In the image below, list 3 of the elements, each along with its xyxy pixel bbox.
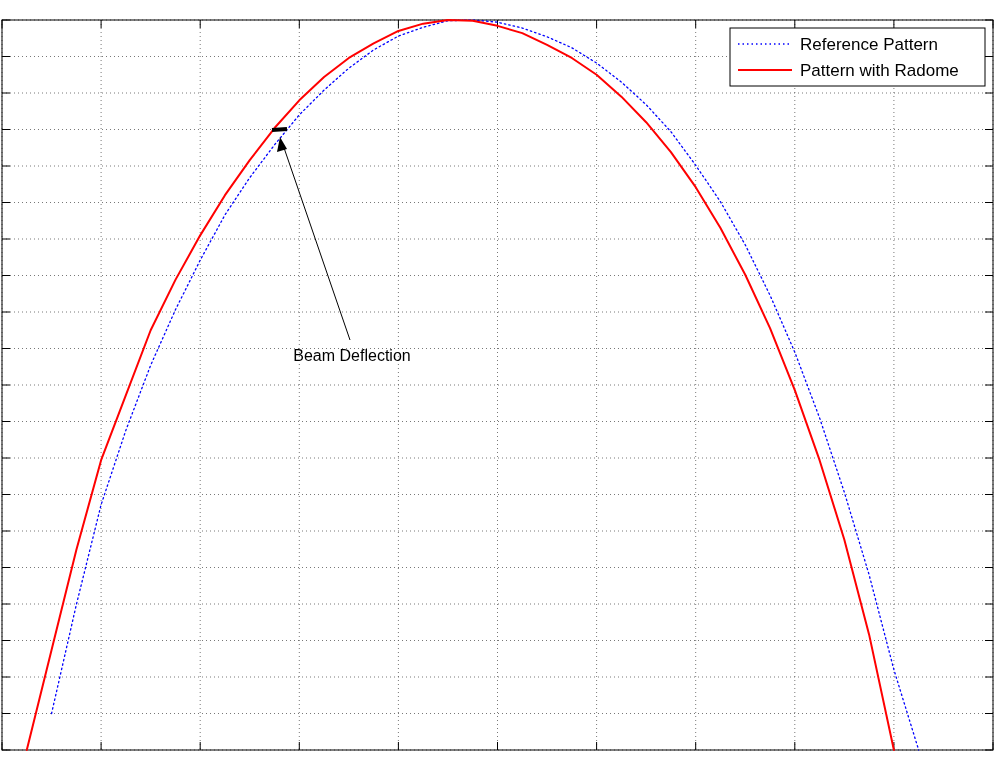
legend-label: Reference Pattern	[800, 35, 938, 54]
legend-label: Pattern with Radome	[800, 61, 959, 80]
annotation: Beam Deflection	[293, 347, 411, 364]
